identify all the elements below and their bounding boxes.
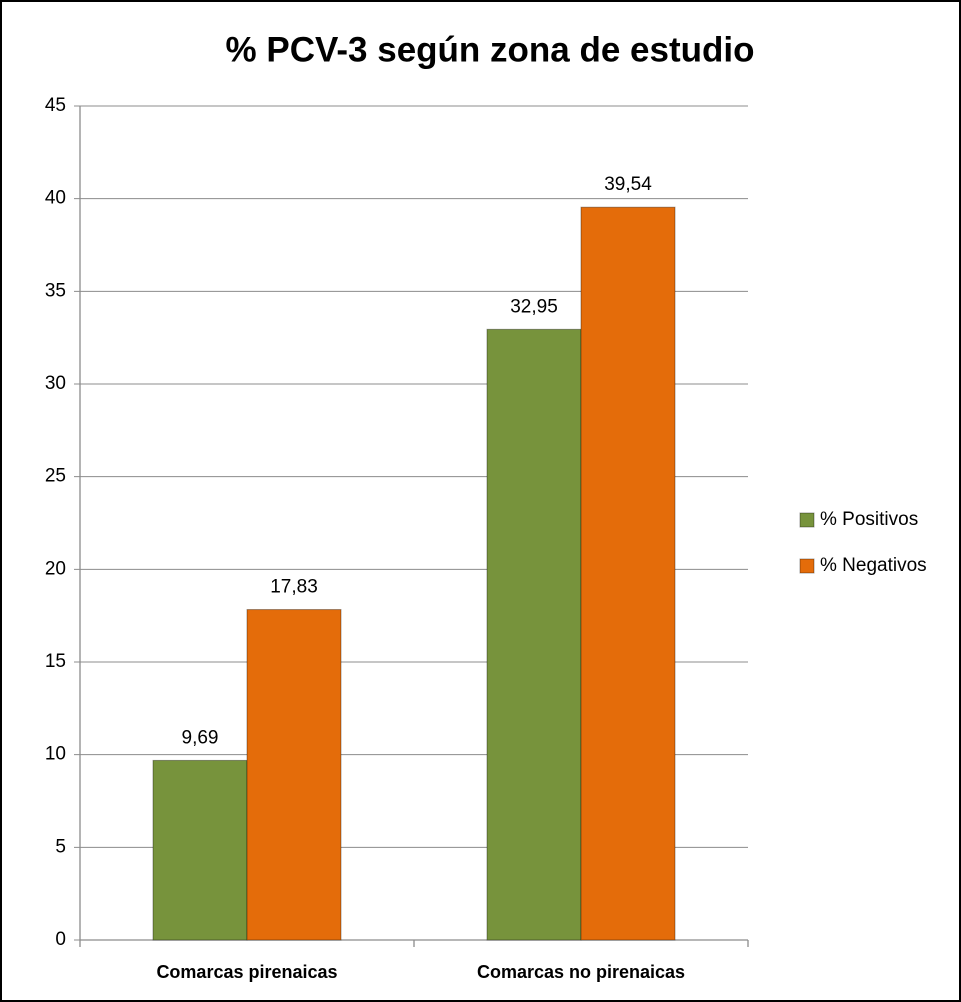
- legend-label: % Negativos: [820, 555, 927, 576]
- bar: [486, 328, 582, 941]
- y-tick-label: 30: [45, 373, 66, 394]
- y-tick-label: 10: [45, 744, 66, 765]
- x-tick-label: Comarcas no pirenaicas: [477, 962, 685, 982]
- bar: [152, 759, 248, 941]
- value-label: 17,83: [270, 577, 318, 598]
- y-tick-label: 25: [45, 466, 66, 487]
- legend-label: % Positivos: [820, 509, 918, 530]
- value-label: 9,69: [182, 727, 219, 748]
- y-tick-label: 45: [45, 95, 66, 116]
- value-label: 32,95: [510, 296, 558, 317]
- bar: [580, 206, 676, 941]
- y-tick-label: 20: [45, 558, 66, 579]
- value-label: 39,54: [604, 174, 652, 195]
- y-tick-label: 0: [55, 929, 66, 950]
- chart-title: % PCV-3 según zona de estudio: [226, 30, 755, 69]
- bar: [246, 609, 342, 941]
- y-tick-label: 15: [45, 651, 66, 672]
- y-tick-label: 35: [45, 280, 66, 301]
- x-tick-label: Comarcas pirenaicas: [156, 962, 337, 982]
- y-tick-label: 5: [55, 836, 66, 857]
- legend-swatch: [799, 512, 815, 528]
- legend-swatch: [799, 558, 815, 574]
- y-tick-label: 40: [45, 188, 66, 209]
